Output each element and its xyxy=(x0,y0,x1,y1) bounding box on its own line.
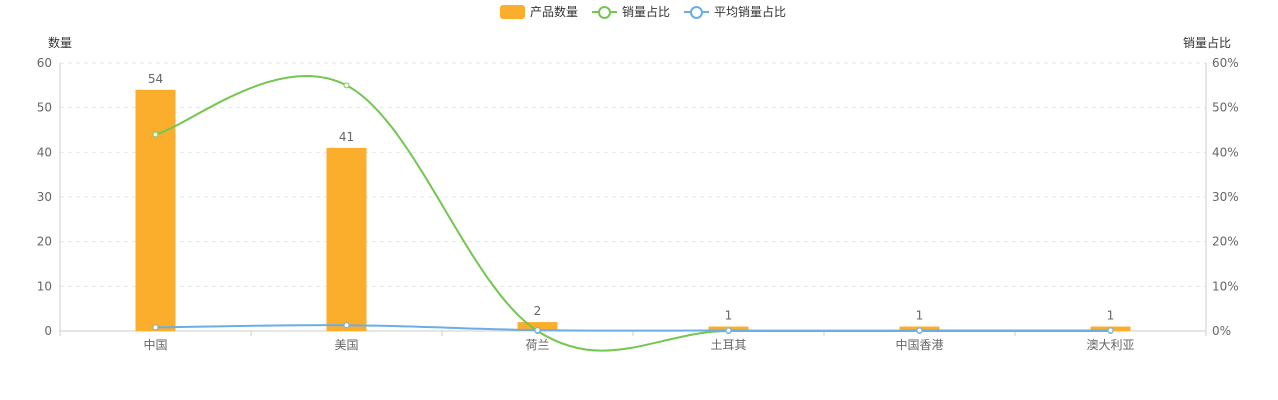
right-axis-title: 销量占比 xyxy=(1183,36,1232,50)
legend-item-avg-sales-share[interactable]: 平均销量占比 xyxy=(684,3,786,20)
y-left-tick-label: 30 xyxy=(37,190,52,204)
point-avg-sales-share xyxy=(343,322,350,329)
point-avg-sales-share xyxy=(725,327,732,334)
bar-value-label: 1 xyxy=(725,309,733,323)
x-tick-label: 美国 xyxy=(334,338,358,352)
legend-item-product-count[interactable]: 产品数量 xyxy=(500,3,578,20)
x-tick-label: 澳大利亚 xyxy=(1086,338,1134,352)
y-left-tick-label: 60 xyxy=(37,56,52,70)
bar-value-label: 54 xyxy=(148,72,163,86)
y-left-tick-label: 20 xyxy=(37,235,52,249)
y-right-tick-label: 0% xyxy=(1212,324,1231,338)
legend-line1-swatch xyxy=(592,5,618,19)
line-series-avg-sales-share xyxy=(155,324,1111,332)
legend-label-product-count: 产品数量 xyxy=(530,5,579,19)
legend-item-sales-share[interactable]: 销量占比 xyxy=(592,3,670,20)
point-sales-share xyxy=(343,82,350,89)
y-right-tick-label: 10% xyxy=(1212,279,1239,293)
point-avg-sales-share xyxy=(152,324,159,331)
bar-value-label: 1 xyxy=(1107,309,1115,323)
y-left-tick-label: 40 xyxy=(37,145,52,159)
bar-value-label: 1 xyxy=(916,309,924,323)
x-tick-label: 中国香港 xyxy=(895,337,943,352)
legend-label-avg-sales-share: 平均销量占比 xyxy=(714,5,787,19)
bar xyxy=(517,322,558,331)
legend-line2-swatch xyxy=(684,5,710,19)
point-avg-sales-share xyxy=(534,327,541,334)
chart-legend: 产品数量 销量占比 平均销量占比 xyxy=(500,3,800,20)
x-tick-label: 中国 xyxy=(143,337,167,352)
left-axis-title: 数量 xyxy=(48,36,73,50)
y-left-tick-label: 50 xyxy=(37,101,52,115)
y-left-tick-label: 10 xyxy=(37,279,52,293)
line-series-sales-share xyxy=(155,74,1111,352)
bar-value-label: 2 xyxy=(534,304,542,318)
y-right-tick-label: 20% xyxy=(1212,235,1239,249)
x-tick-label: 土耳其 xyxy=(710,338,746,352)
point-avg-sales-share xyxy=(1107,327,1114,334)
y-right-tick-label: 60% xyxy=(1212,56,1239,70)
x-tick-label: 荷兰 xyxy=(525,338,549,352)
y-left-tick-label: 0 xyxy=(44,324,52,338)
y-right-tick-label: 40% xyxy=(1212,145,1239,159)
bar xyxy=(326,147,367,331)
y-right-tick-label: 30% xyxy=(1212,190,1239,204)
bar-value-label: 41 xyxy=(339,130,354,144)
y-right-tick-label: 50% xyxy=(1212,101,1239,115)
legend-bar-swatch xyxy=(500,4,525,19)
point-avg-sales-share xyxy=(916,327,923,334)
point-sales-share xyxy=(152,131,159,138)
legend-label-sales-share: 销量占比 xyxy=(622,5,671,19)
bar xyxy=(135,89,176,331)
